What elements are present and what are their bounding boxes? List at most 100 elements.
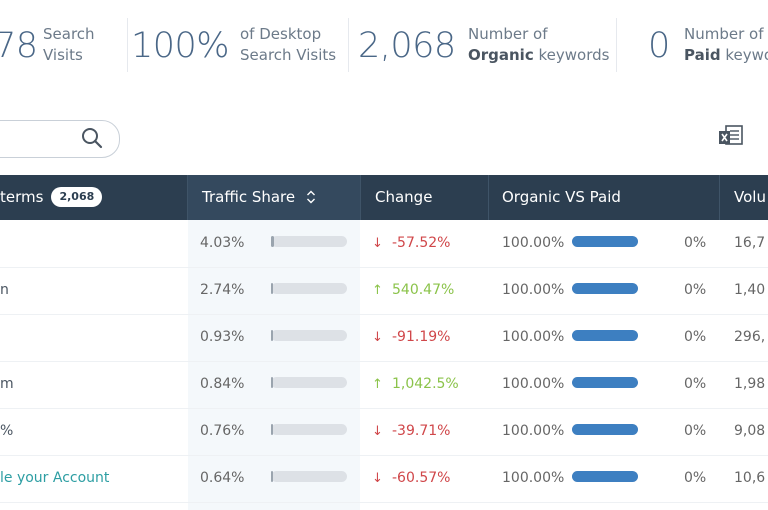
traffic-share-column-highlight [188,220,360,510]
column-header-organic-vs-paid[interactable]: Organic VS Paid [502,188,621,206]
organic-vs-paid-bar [572,377,638,388]
organic-bar-fill [572,283,638,294]
organic-vs-paid-bar [572,283,638,294]
volume-value: 9,08 [734,423,766,439]
column-separator [719,175,720,220]
excel-export-icon[interactable] [717,124,745,148]
organic-percent-value: 100.00% [502,470,565,486]
organic-bar-fill [572,236,638,247]
traffic-share-bar [271,283,347,294]
organic-percent-value: 100.00% [502,235,565,251]
traffic-share-bar-fill [271,424,273,435]
organic-percent-value: 100.00% [502,376,565,392]
table-row[interactable]: % 0.76% ↓ -39.71% 100.00% 0% 9,08 [0,408,768,456]
volume-value: 16,7 [734,235,766,251]
organic-vs-paid-bar [572,330,638,341]
traffic-share-bar-fill [271,471,273,482]
organic-vs-paid-bar [572,471,638,482]
change-value: ↓ -39.71% [372,408,450,455]
traffic-share-bar [271,330,347,341]
table-header: terms 2,068 Traffic Share Change Organic … [0,175,768,220]
column-header-volume[interactable]: Volu [734,188,766,206]
column-header-traffic-share[interactable]: Traffic Share [188,175,360,220]
arrow-down-icon: ↓ [372,236,383,251]
organic-bar-fill [572,471,638,482]
arrow-down-icon: ↓ [372,471,383,486]
search-term: n [0,282,9,298]
traffic-share-value: 0.76% [200,423,245,439]
organic-vs-paid-bar [572,236,638,247]
paid-percent-value: 0% [684,423,707,439]
change-value: ↑ 1,042.5% [372,361,459,408]
stat-description: Number of Paid keywo [684,25,768,64]
organic-percent-value: 100.00% [502,423,565,439]
organic-bar-fill [572,330,638,341]
traffic-share-value: 2.74% [200,282,245,298]
change-value: ↓ -57.52% [372,220,450,267]
stat-divider [348,18,349,72]
terms-count-badge: 2,068 [51,186,103,207]
sort-icon[interactable] [306,190,316,204]
stat-organic-keywords: 2,068 Number of Organic keywords [358,18,613,74]
paid-percent-value: 0% [684,376,707,392]
column-separator [488,175,489,220]
paid-percent-value: 0% [684,470,707,486]
stat-description: of Desktop Search Visits [240,25,337,64]
traffic-share-bar-fill [271,236,274,247]
traffic-share-value: 0.64% [200,470,245,486]
paid-percent-value: 0% [684,282,707,298]
volume-value: 10,6 [734,470,766,486]
arrow-down-icon: ↓ [372,330,383,345]
stat-desktop-share: 100% of Desktop Search Visits [131,18,346,74]
paid-percent-value: 0% [684,329,707,345]
volume-value: 1,40 [734,282,766,298]
table-row[interactable]: m 0.84% ↑ 1,042.5% 100.00% 0% 1,98 [0,361,768,409]
traffic-share-value: 0.93% [200,329,245,345]
organic-percent-value: 100.00% [502,282,565,298]
search-term: m [0,376,14,392]
stat-number: 100% [131,26,230,66]
table-row[interactable]: 4.03% ↓ -57.52% 100.00% 0% 16,7 [0,220,768,268]
organic-bar-fill [572,424,638,435]
volume-value: 1,98 [734,376,766,392]
stat-number: 2,068 [358,26,456,66]
traffic-share-value: 0.84% [200,376,245,392]
stat-description: Number of Organic keywords [468,25,610,64]
stat-paid-keywords: 0 Number of Paid keywo [648,18,768,74]
column-header-change[interactable]: Change [375,188,433,206]
change-value: ↑ 540.47% [372,267,454,314]
stat-divider [127,18,128,72]
stat-number: 78 [0,26,38,66]
organic-vs-paid-bar [572,424,638,435]
traffic-share-bar-fill [271,283,273,294]
change-value: ↓ -91.19% [372,314,450,361]
arrow-down-icon: ↓ [372,424,383,439]
stat-number: 0 [648,26,670,66]
stat-description: Search Visits [43,25,95,64]
arrow-up-icon: ↑ [372,377,383,392]
table-row[interactable]: le your Account 0.64% ↓ -60.57% 100.00% 0% 10,… [0,455,768,503]
column-separator [187,175,188,220]
organic-bar-fill [572,377,638,388]
search-term: % [0,423,14,439]
search-term[interactable]: le your Account [0,470,110,486]
stats-strip: 78 Search Visits 100% of Desktop Search … [0,0,768,100]
column-separator [360,175,361,220]
stat-divider [616,18,617,72]
volume-value: 296, [734,329,766,345]
table-row[interactable]: n 2.74% ↑ 540.47% 100.00% 0% 1,40 [0,267,768,315]
stat-search-visits: 78 Search Visits [0,18,125,74]
change-value: ↓ -60.57% [372,455,450,502]
search-input[interactable] [0,120,120,158]
search-icon[interactable] [80,126,104,150]
traffic-share-bar-fill [271,377,273,388]
column-header-search-terms[interactable]: terms 2,068 [0,175,187,220]
traffic-share-value: 4.03% [200,235,245,251]
traffic-share-bar [271,424,347,435]
table-row[interactable]: 0.93% ↓ -91.19% 100.00% 0% 296, [0,314,768,362]
organic-percent-value: 100.00% [502,329,565,345]
paid-percent-value: 0% [684,235,707,251]
traffic-share-bar [271,377,347,388]
traffic-share-bar [271,236,347,247]
traffic-share-bar [271,471,347,482]
